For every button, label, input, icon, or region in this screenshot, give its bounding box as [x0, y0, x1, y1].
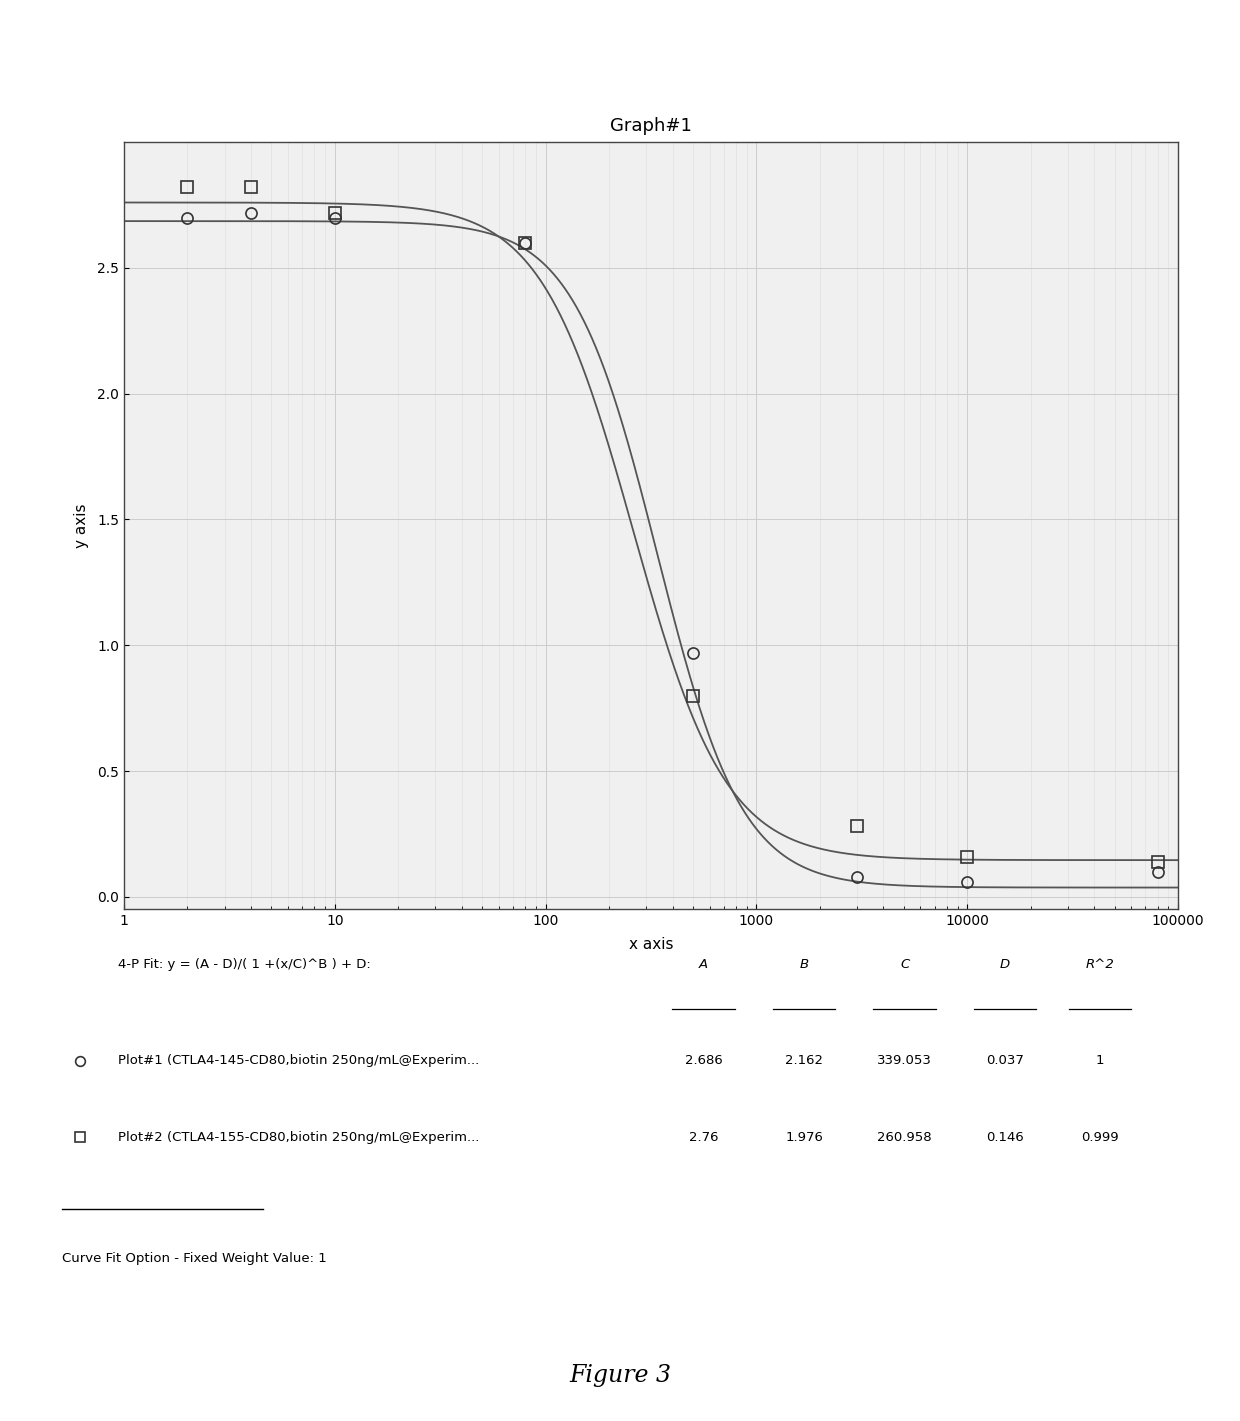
X-axis label: x axis: x axis — [629, 936, 673, 952]
Text: B: B — [800, 958, 808, 972]
Text: 0.037: 0.037 — [986, 1054, 1024, 1067]
Text: 1.976: 1.976 — [785, 1131, 823, 1144]
Text: 2.686: 2.686 — [684, 1054, 723, 1067]
Text: 339.053: 339.053 — [877, 1054, 932, 1067]
Title: Graph#1: Graph#1 — [610, 117, 692, 135]
Text: 1: 1 — [1096, 1054, 1104, 1067]
Text: D: D — [999, 958, 1011, 972]
Text: 4-P Fit: y = (A - D)/( 1 +(x/C)^B ) + D:: 4-P Fit: y = (A - D)/( 1 +(x/C)^B ) + D: — [118, 958, 371, 972]
Text: 2.162: 2.162 — [785, 1054, 823, 1067]
Text: Plot#1 (CTLA4-145-CD80,biotin 250ng/mL@Experim...: Plot#1 (CTLA4-145-CD80,biotin 250ng/mL@E… — [118, 1054, 479, 1067]
Text: 260.958: 260.958 — [877, 1131, 932, 1144]
Text: R^2: R^2 — [1085, 958, 1115, 972]
Text: Curve Fit Option - Fixed Weight Value: 1: Curve Fit Option - Fixed Weight Value: 1 — [62, 1252, 327, 1265]
Text: 0.146: 0.146 — [986, 1131, 1024, 1144]
Text: 0.999: 0.999 — [1081, 1131, 1118, 1144]
Text: 2.76: 2.76 — [689, 1131, 718, 1144]
Text: Plot#2 (CTLA4-155-CD80,biotin 250ng/mL@Experim...: Plot#2 (CTLA4-155-CD80,biotin 250ng/mL@E… — [118, 1131, 479, 1144]
Y-axis label: y axis: y axis — [74, 503, 89, 549]
Text: A: A — [699, 958, 708, 972]
Text: C: C — [900, 958, 909, 972]
Text: Figure 3: Figure 3 — [569, 1364, 671, 1387]
